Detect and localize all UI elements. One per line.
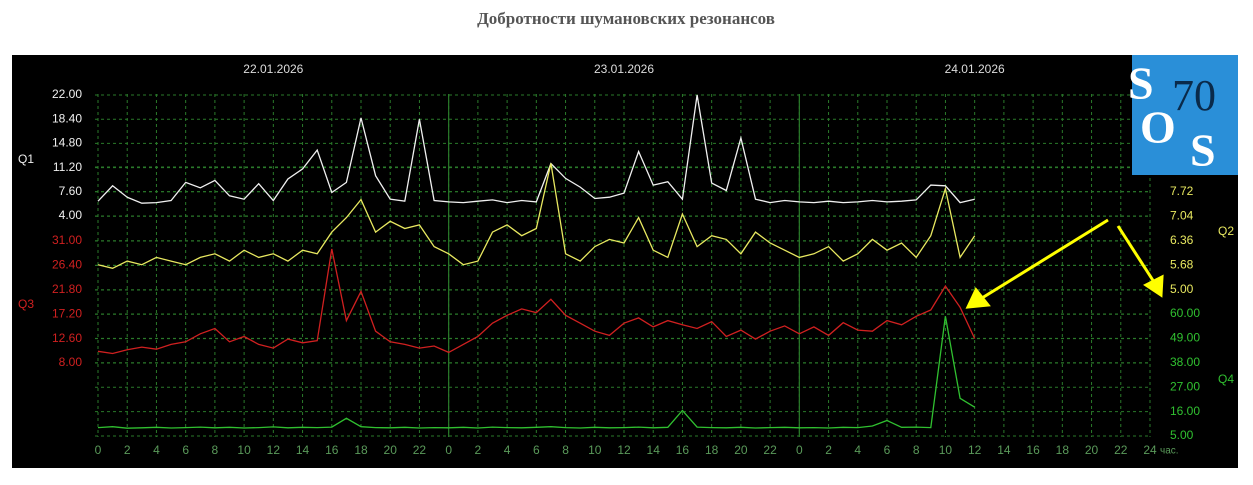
x-tick-label: 0 — [95, 443, 102, 457]
y-tick-label: 60.00 — [1170, 306, 1200, 320]
arrowhead — [1143, 274, 1164, 298]
x-tick-label: 12 — [968, 443, 982, 457]
y-tick-label: 17.20 — [52, 306, 82, 320]
logo-box — [1132, 55, 1238, 175]
x-tick-label: 4 — [854, 443, 861, 457]
y-tick-label: 4.00 — [59, 208, 83, 222]
series-line — [97, 163, 976, 269]
x-tick-label: 2 — [475, 443, 482, 457]
x-tick-label: 20 — [734, 443, 748, 457]
date-label: 24.01.2026 — [945, 62, 1005, 76]
x-tick-label: 18 — [1056, 443, 1070, 457]
y-tick-label: 21.80 — [52, 282, 82, 296]
x-tick-label: 20 — [1085, 443, 1099, 457]
y-tick-label: 11.20 — [53, 160, 82, 174]
date-label: 22.01.2026 — [243, 62, 303, 76]
y-tick-label: 7.72 — [1170, 184, 1194, 198]
y-tick-label: 8.00 — [59, 355, 83, 369]
y-tick-label: 16.00 — [1170, 404, 1200, 418]
y-tick-label: 12.60 — [52, 331, 82, 345]
arrow — [981, 218, 1109, 300]
series-line — [97, 248, 976, 355]
lines — [97, 94, 976, 429]
annotation-arrows — [965, 218, 1164, 309]
x-tick-label: 2 — [825, 443, 832, 457]
x-tick-label: 12 — [267, 443, 281, 457]
y-tick-label: 5.68 — [1170, 258, 1194, 272]
x-tick-label: 2 — [124, 443, 131, 457]
logo-letter: S — [1128, 58, 1154, 109]
axis-name: Q4 — [1218, 372, 1234, 386]
series-line — [97, 316, 976, 429]
x-tick-label: 6 — [884, 443, 891, 457]
x-tick-label: 14 — [997, 443, 1011, 457]
logo-letter: S — [1190, 125, 1216, 176]
x-tick-label: 16 — [325, 443, 339, 457]
x-tick-label: 22 — [1114, 443, 1128, 457]
logo-letter: O — [1140, 102, 1176, 153]
x-tick-label: 10 — [939, 443, 953, 457]
x-tick-label: 24 — [1143, 443, 1157, 457]
y-tick-label: 49.00 — [1170, 331, 1200, 345]
x-tick-label: 14 — [296, 443, 310, 457]
x-tick-label: 4 — [153, 443, 160, 457]
arrow — [1116, 225, 1156, 283]
y-tick-label: 6.36 — [1170, 233, 1194, 247]
x-tick-label: 0 — [445, 443, 452, 457]
y-tick-label: 5.00 — [1170, 428, 1194, 442]
y-tick-label: 14.80 — [52, 136, 82, 150]
y-tick-label: 18.40 — [52, 111, 82, 125]
y-tick-label: 38.00 — [1170, 355, 1200, 369]
chart-background — [12, 55, 1238, 468]
x-tick-label: 14 — [647, 443, 661, 457]
y-tick-label: 7.60 — [59, 184, 83, 198]
x-tick-label: 10 — [237, 443, 251, 457]
y-tick-label: 27.00 — [1170, 379, 1200, 393]
x-tick-label: 12 — [617, 443, 631, 457]
x-tick-label: 8 — [913, 443, 920, 457]
x-tick-label: 22 — [413, 443, 427, 457]
y-tick-label: 31.00 — [52, 233, 82, 247]
grid — [95, 94, 1151, 437]
chart-title: Добротности шумановских резонансов — [477, 9, 775, 28]
x-tick-label: 6 — [533, 443, 540, 457]
axis-name: Q3 — [18, 297, 34, 311]
logo: S 70 O S — [1128, 55, 1238, 176]
x-tick-label: 16 — [1026, 443, 1040, 457]
x-tick-label: 20 — [384, 443, 398, 457]
date-label: 23.01.2026 — [594, 62, 654, 76]
arrowhead — [965, 287, 991, 309]
y-tick-label: 5.00 — [1170, 282, 1194, 296]
x-tick-label: 0 — [796, 443, 803, 457]
x-tick-label: 8 — [212, 443, 219, 457]
x-tick-label: 22 — [763, 443, 777, 457]
x-tick-label: 18 — [705, 443, 719, 457]
x-tick-label: 6 — [182, 443, 189, 457]
labels: 0 2 4 6 8 10 12 14 16 18 20 22 0 2 4 6 8 10 12 14 16 18 20 22 0 2… — [18, 62, 1234, 457]
axis-name: Q1 — [18, 152, 34, 166]
y-tick-label: 7.04 — [1170, 208, 1194, 222]
axis-name: Q2 — [1218, 224, 1234, 238]
y-tick-label: 26.40 — [52, 258, 82, 272]
x-tick-label: 18 — [354, 443, 368, 457]
x-tick-label: 4 — [504, 443, 511, 457]
x-tick-label: 10 — [588, 443, 602, 457]
y-tick-label: 22.00 — [52, 87, 82, 101]
x-unit: час. — [1160, 446, 1179, 457]
series-line — [97, 94, 975, 204]
x-tick-label: 16 — [676, 443, 690, 457]
logo-number: 70 — [1172, 71, 1216, 120]
x-tick-label: 8 — [562, 443, 569, 457]
